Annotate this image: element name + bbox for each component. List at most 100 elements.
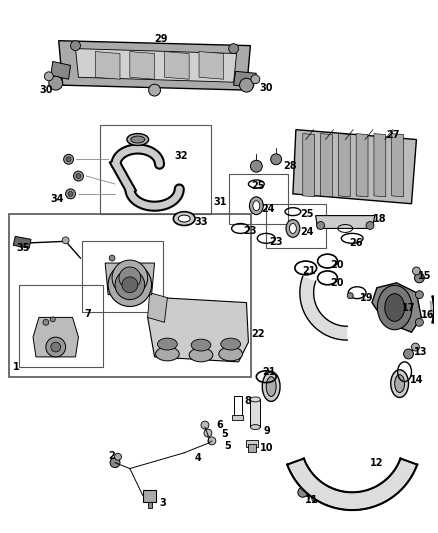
Circle shape <box>49 76 63 90</box>
Text: 26: 26 <box>349 238 363 248</box>
Text: 13: 13 <box>413 347 427 357</box>
Text: 11: 11 <box>305 495 318 505</box>
Circle shape <box>366 222 374 229</box>
Polygon shape <box>392 134 403 197</box>
Text: 35: 35 <box>16 243 30 253</box>
Polygon shape <box>300 277 347 340</box>
Ellipse shape <box>131 136 145 143</box>
Circle shape <box>62 237 69 244</box>
Text: 3: 3 <box>159 498 166 508</box>
Ellipse shape <box>251 425 260 430</box>
Circle shape <box>114 453 121 460</box>
Circle shape <box>108 263 152 306</box>
Circle shape <box>208 437 216 445</box>
Polygon shape <box>303 134 314 197</box>
Text: 21: 21 <box>302 266 315 276</box>
Circle shape <box>403 349 413 359</box>
Circle shape <box>298 487 308 497</box>
Polygon shape <box>143 490 155 502</box>
Circle shape <box>411 343 420 351</box>
Ellipse shape <box>290 223 297 233</box>
Ellipse shape <box>266 377 276 397</box>
Bar <box>82 241 163 312</box>
Circle shape <box>229 44 239 53</box>
Polygon shape <box>356 134 368 197</box>
Polygon shape <box>95 52 120 79</box>
Ellipse shape <box>178 215 190 222</box>
Text: 8: 8 <box>244 397 251 406</box>
Ellipse shape <box>378 285 412 330</box>
Text: 14: 14 <box>410 375 423 385</box>
Polygon shape <box>51 61 71 79</box>
Circle shape <box>44 72 53 80</box>
Text: 30: 30 <box>259 83 273 93</box>
Circle shape <box>251 160 262 172</box>
Text: 7: 7 <box>85 310 91 319</box>
Text: 1: 1 <box>13 362 20 372</box>
Text: 32: 32 <box>174 151 188 161</box>
Text: 25: 25 <box>251 181 265 191</box>
Circle shape <box>119 267 141 289</box>
Text: 25: 25 <box>300 208 313 219</box>
Polygon shape <box>233 71 256 87</box>
Polygon shape <box>374 134 386 197</box>
Text: 23: 23 <box>244 227 257 237</box>
Bar <box>232 415 244 420</box>
Ellipse shape <box>219 347 243 361</box>
Bar <box>247 440 258 447</box>
Circle shape <box>115 270 145 300</box>
Polygon shape <box>130 52 155 79</box>
Ellipse shape <box>189 348 213 362</box>
Ellipse shape <box>262 372 280 401</box>
Circle shape <box>414 273 424 283</box>
Bar <box>248 444 256 452</box>
Polygon shape <box>33 317 78 357</box>
Ellipse shape <box>221 338 240 350</box>
Circle shape <box>64 155 74 164</box>
Text: 16: 16 <box>421 310 435 320</box>
Polygon shape <box>148 293 167 322</box>
Bar <box>266 204 325 248</box>
Circle shape <box>271 154 282 165</box>
Text: 2: 2 <box>108 451 115 461</box>
Text: 22: 22 <box>251 329 265 339</box>
Text: 17: 17 <box>402 303 415 312</box>
Polygon shape <box>164 52 189 79</box>
Text: 20: 20 <box>330 278 344 288</box>
Circle shape <box>415 290 424 298</box>
Bar <box>19 285 103 367</box>
Circle shape <box>66 189 75 199</box>
Bar <box>251 399 260 427</box>
Circle shape <box>51 342 61 352</box>
Text: 5: 5 <box>225 441 231 451</box>
Ellipse shape <box>395 375 405 392</box>
Text: 24: 24 <box>261 204 275 214</box>
Text: 28: 28 <box>283 161 297 171</box>
Text: 31: 31 <box>214 197 227 207</box>
Circle shape <box>109 255 115 261</box>
Text: 33: 33 <box>194 216 208 227</box>
Text: 5: 5 <box>221 429 227 439</box>
Polygon shape <box>372 283 421 332</box>
Bar <box>233 397 241 418</box>
Bar <box>100 125 211 214</box>
Circle shape <box>66 157 71 161</box>
Polygon shape <box>148 297 248 362</box>
Text: 34: 34 <box>51 194 64 204</box>
Polygon shape <box>321 134 332 197</box>
Polygon shape <box>199 52 224 79</box>
Polygon shape <box>316 216 375 229</box>
Ellipse shape <box>249 197 263 215</box>
Text: 18: 18 <box>373 214 387 223</box>
Circle shape <box>71 41 81 51</box>
Ellipse shape <box>251 397 260 402</box>
Ellipse shape <box>391 370 409 398</box>
Circle shape <box>110 458 120 467</box>
Ellipse shape <box>127 134 148 146</box>
Polygon shape <box>148 502 152 508</box>
Polygon shape <box>75 49 237 82</box>
Polygon shape <box>293 130 417 204</box>
Text: 10: 10 <box>260 443 274 453</box>
Circle shape <box>413 267 420 275</box>
Text: 21: 21 <box>262 367 276 377</box>
